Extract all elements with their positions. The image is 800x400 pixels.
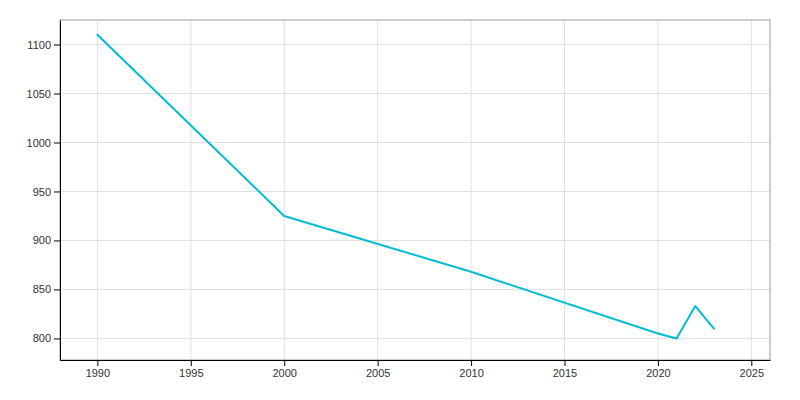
- y-tick: 900: [33, 234, 60, 246]
- x-tick: 1995: [179, 360, 203, 379]
- x-tick-mark: [564, 360, 565, 366]
- x-grid-line: [190, 20, 191, 360]
- x-tick: 2020: [646, 360, 670, 379]
- y-tick-mark: [54, 191, 60, 192]
- x-tick-mark: [284, 360, 285, 366]
- marks: [97, 35, 714, 339]
- y-tick: 1050: [27, 88, 60, 100]
- y-tick-mark: [54, 240, 60, 241]
- grid: [60, 20, 770, 360]
- x-tick-label: 2020: [646, 367, 670, 379]
- x-tick-mark: [97, 360, 98, 366]
- y-tick-mark: [54, 142, 60, 143]
- x-tick: 1990: [86, 360, 110, 379]
- x-tick-mark: [378, 360, 379, 366]
- x-grid-line: [471, 20, 472, 360]
- x-tick-mark: [471, 360, 472, 366]
- y-tick-label: 1100: [27, 39, 51, 51]
- y-tick: 950: [33, 185, 60, 197]
- x-tick: 2015: [553, 360, 577, 379]
- x-tick-label: 2000: [272, 367, 296, 379]
- y-grid-line: [60, 338, 770, 339]
- x-tick: 2025: [740, 360, 764, 379]
- y-grid-line: [60, 44, 770, 45]
- y-tick-mark: [54, 289, 60, 290]
- x-grid-line: [564, 20, 565, 360]
- x-tick-mark: [751, 360, 752, 366]
- y-tick: 1000: [27, 136, 60, 148]
- x-tick: 2010: [459, 360, 483, 379]
- y-tick-label: 800: [33, 332, 51, 344]
- x-tick: 2005: [366, 360, 390, 379]
- y-tick-mark: [54, 338, 60, 339]
- chart: 1990 1995 2000 2005 2010 2015 2020 2025 800 850 90…: [0, 0, 800, 400]
- x-grid-line: [377, 20, 378, 360]
- y-tick: 800: [33, 332, 60, 344]
- y-tick-mark: [54, 93, 60, 94]
- plot-area: 1990 1995 2000 2005 2010 2015 2020 2025 800 850 90…: [27, 20, 771, 379]
- y-axis-line: [60, 21, 61, 361]
- x-axis-line: [61, 360, 771, 361]
- y-tick: 1100: [27, 39, 60, 51]
- y-tick: 850: [33, 283, 60, 295]
- x-grid-line: [97, 20, 98, 360]
- x-axis: 1990 1995 2000 2005 2010 2015 2020 2025: [61, 360, 771, 379]
- y-tick-label: 950: [33, 185, 51, 197]
- x-tick-label: 2015: [553, 367, 577, 379]
- y-tick-label: 850: [33, 283, 51, 295]
- line: [97, 35, 714, 339]
- x-tick-mark: [191, 360, 192, 366]
- plot-frame: [60, 20, 770, 360]
- x-tick-mark: [658, 360, 659, 366]
- x-grid-line: [284, 20, 285, 360]
- x-tick-label: 2010: [459, 367, 483, 379]
- y-tick-label: 900: [33, 234, 51, 246]
- x-tick: 2000: [272, 360, 296, 379]
- x-tick-label: 2005: [366, 367, 390, 379]
- x-tick-label: 2025: [740, 367, 764, 379]
- x-grid-line: [657, 20, 658, 360]
- y-grid-line: [60, 191, 770, 192]
- x-tick-label: 1995: [179, 367, 203, 379]
- y-tick-mark: [54, 44, 60, 45]
- y-grid-line: [60, 93, 770, 94]
- x-grid-line: [751, 20, 752, 360]
- x-tick-label: 1990: [86, 367, 110, 379]
- y-axis: 800 850 900 950 1000 1050 1100: [27, 21, 61, 361]
- y-grid-line: [60, 142, 770, 143]
- y-tick-label: 1050: [27, 88, 51, 100]
- y-grid-line: [60, 240, 770, 241]
- y-grid-line: [60, 289, 770, 290]
- y-tick-label: 1000: [27, 136, 51, 148]
